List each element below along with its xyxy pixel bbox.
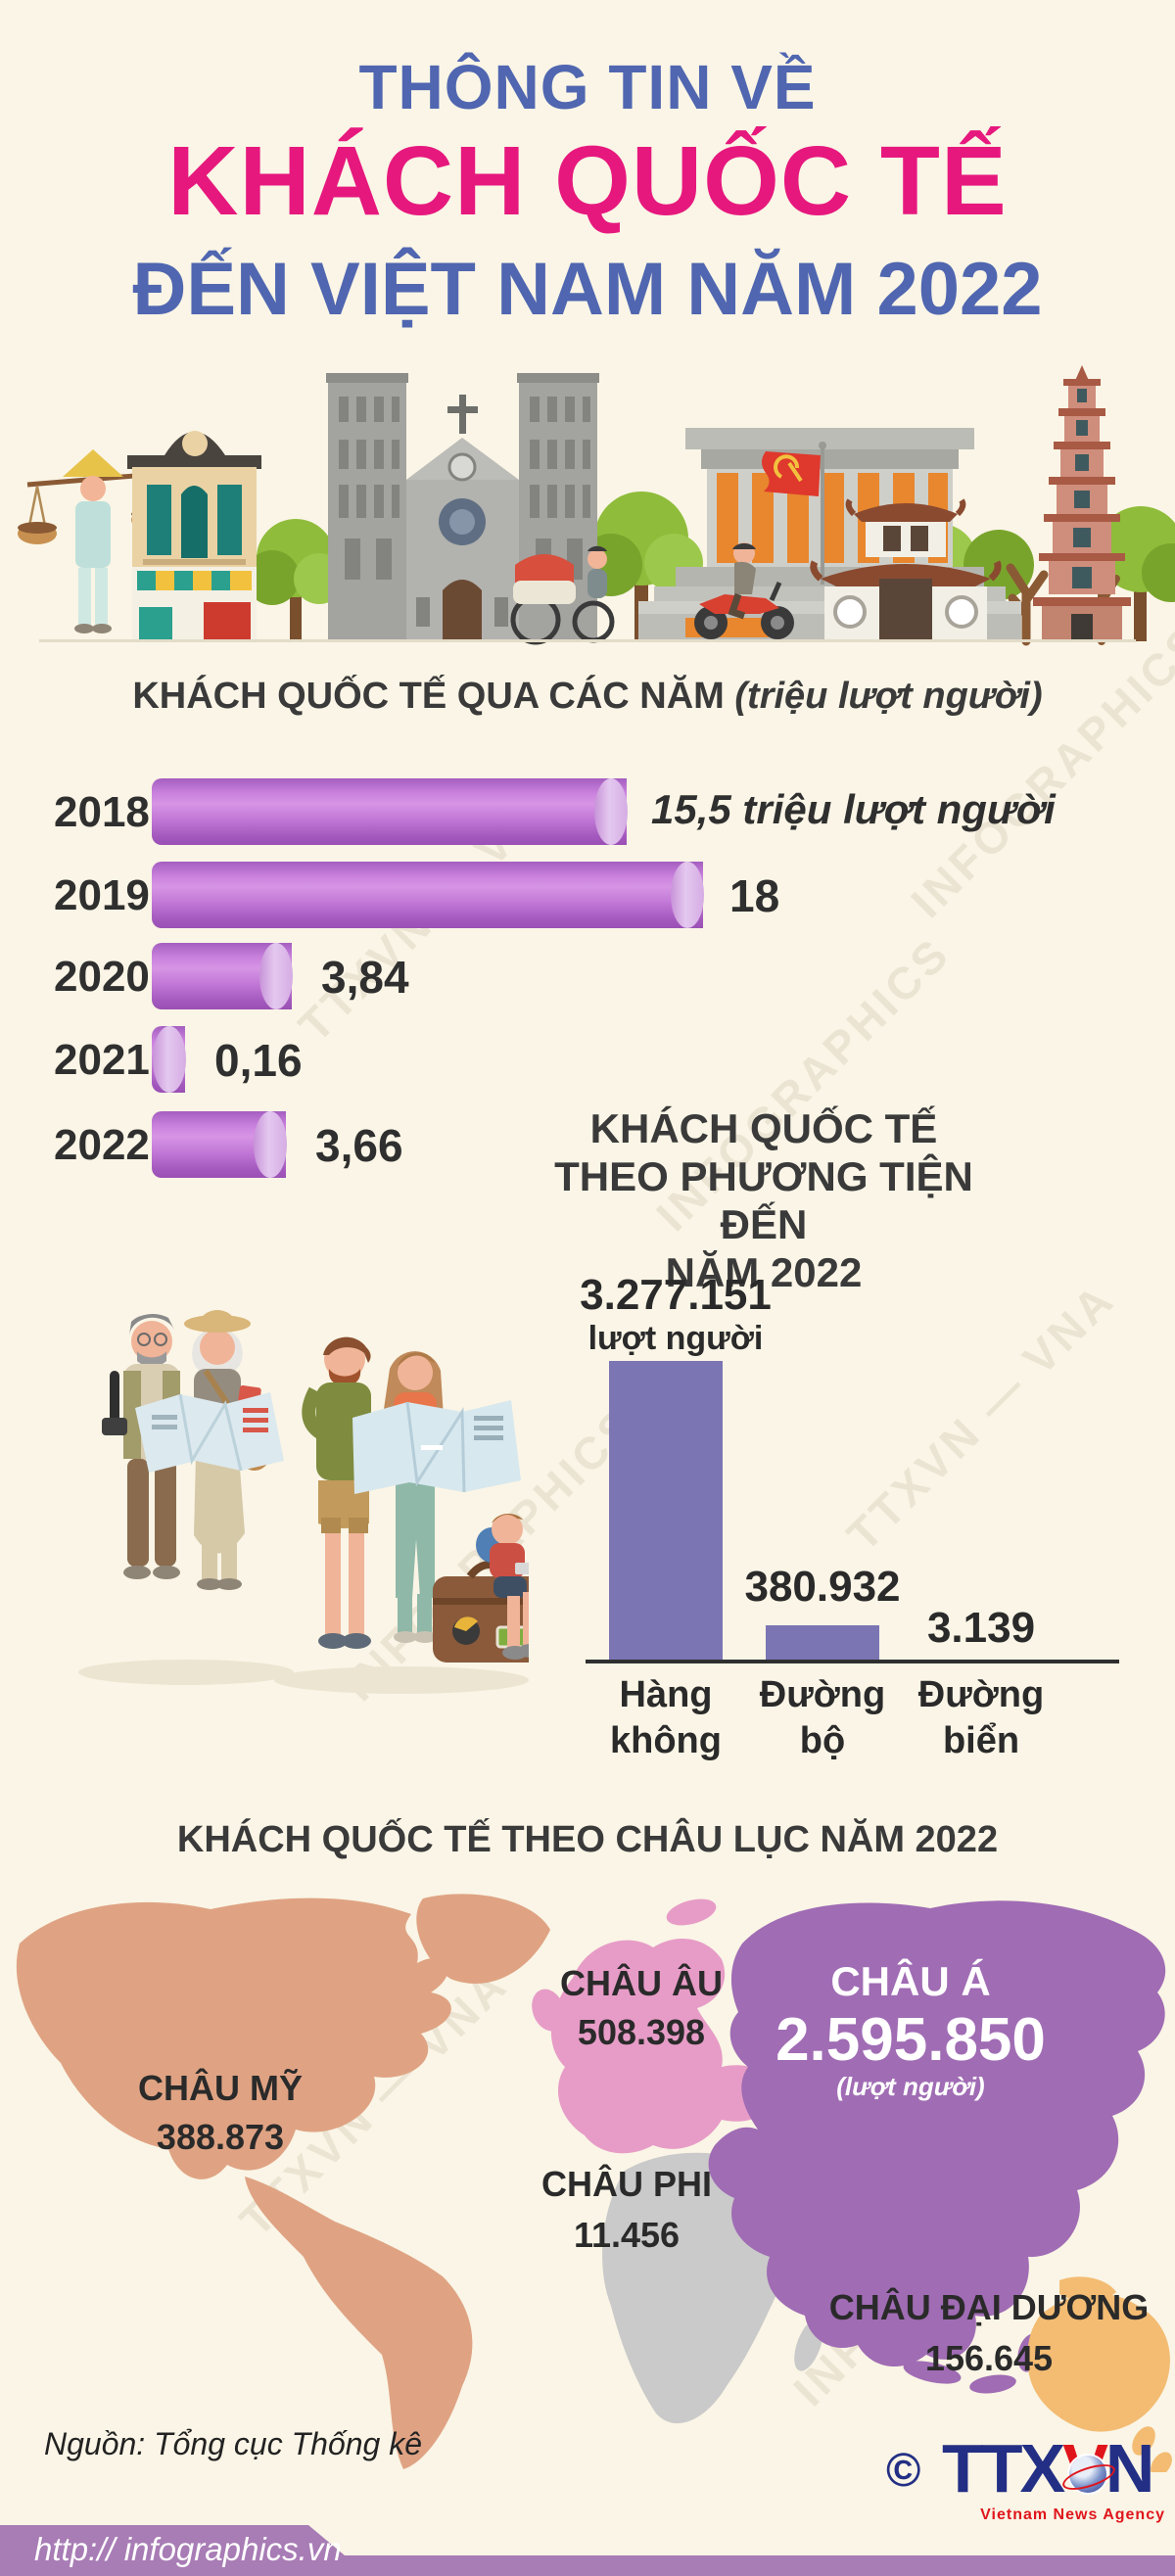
map-continent-oceania (1027, 2276, 1172, 2472)
year-label-2019: 2019 (54, 871, 150, 919)
dad-figure (302, 1336, 371, 1649)
label-oceania-name: CHÂU ĐẠI DƯƠNG (828, 2287, 1150, 2327)
vietnam-party-flag-icon (762, 442, 826, 585)
bar-cap (153, 1026, 186, 1093)
transport-chart-title: KHÁCH QUỐC TẾ THEO PHƯƠNG TIỆN ĐẾN NĂM 2… (548, 1104, 979, 1296)
cyclo-rickshaw-icon (510, 545, 615, 645)
map-continent-americas (16, 1894, 550, 2469)
watermark-text: TTXVN — VNA (836, 1273, 1125, 1561)
grandma-figure (184, 1310, 272, 1590)
temple-gate-icon (810, 498, 1002, 641)
column-road (766, 1625, 879, 1662)
bar-cap (254, 1111, 287, 1178)
vietnam-landmarks-illustration (18, 365, 1175, 646)
agency-name: Vietnam News Agency (980, 2506, 1165, 2523)
transport-value-road: 380.932 (744, 1563, 901, 1611)
bar-value-2019: 18 (729, 870, 780, 921)
cat-road-line2: bộ (799, 1720, 846, 1761)
bar-cap (594, 778, 628, 845)
map-paper-icon (135, 1392, 284, 1473)
watermark-text: INFOGRAPHICS (901, 613, 1175, 928)
label-asia-value: 2.595.850 (776, 2006, 1046, 2074)
bar-value-2022: 3,66 (315, 1120, 403, 1171)
cat-road-line1: Đường (759, 1674, 886, 1715)
bar-2020 (152, 943, 293, 1009)
bar-cap (671, 862, 704, 928)
transport-title-line3: NĂM 2022 (665, 1249, 863, 1295)
label-oceania-value: 156.645 (924, 2338, 1054, 2378)
bar-2021 (152, 1026, 186, 1093)
transport-cat-road: Đường bộ (744, 1672, 901, 1764)
transport-unit-label: lượt người (588, 1320, 764, 1357)
logo-ttx: TTX (942, 2430, 1065, 2506)
title-line-1: THÔNG TIN VỀ (358, 52, 817, 122)
yearly-chart-title: KHÁCH QUỐC TẾ QUA CÁC NĂM (triệu lượt ng… (0, 676, 1175, 718)
source-note: Nguồn: Tổng cục Thống kê (44, 2426, 423, 2461)
motorbike-icon (694, 542, 794, 639)
year-label-2020: 2020 (54, 953, 150, 1001)
cat-sea-line1: Đường (917, 1674, 1045, 1715)
bar-value-2020: 3,84 (321, 952, 409, 1003)
transport-axis (586, 1660, 1119, 1663)
label-europe-value: 508.398 (577, 2012, 706, 2052)
bar-value-2021: 0,16 (214, 1035, 303, 1086)
cat-air-line2: không (610, 1720, 722, 1761)
bar-value-2018: 15,5 triệu lượt người (651, 786, 1056, 832)
cat-air-line1: Hàng (619, 1674, 713, 1715)
label-africa-value: 11.456 (573, 2215, 681, 2255)
year-label-2018: 2018 (54, 788, 150, 836)
year-label-2022: 2022 (54, 1121, 150, 1169)
cat-sea-line2: biển (942, 1720, 1020, 1761)
pagoda-tower-icon (1033, 365, 1131, 641)
year-label-2021: 2021 (54, 1036, 150, 1084)
continent-chart-title: KHÁCH QUỐC TẾ THEO CHÂU LỤC NĂM 2022 (176, 1819, 999, 1860)
world-map (16, 1894, 1172, 2472)
label-europe-name: CHÂU ÂU (560, 1963, 723, 2003)
boy-on-suitcase-figure (433, 1514, 529, 1663)
transport-title-line1: KHÁCH QUỐC TẾ (589, 1105, 938, 1151)
bar-2018 (152, 778, 628, 845)
map-paper-icon (352, 1400, 521, 1494)
transport-value-sea: 3.139 (926, 1604, 1036, 1652)
bar-cap (259, 943, 293, 1009)
label-asia-unit-note: (lượt người) (836, 2072, 985, 2101)
copyright-symbol: © (886, 2445, 921, 2497)
map-continent-europe (532, 1898, 785, 2154)
label-americas-value: 388.873 (156, 2117, 285, 2157)
colonial-building-icon (127, 431, 261, 641)
yearly-chart-title-text: KHÁCH QUỐC TẾ QUA CÁC NĂM (132, 676, 725, 717)
map-continent-asia (708, 1900, 1166, 2394)
ttxvn-logo: TTXVN (942, 2434, 1154, 2503)
page-title: KHÁCH QUỐC TẾ (167, 126, 1008, 236)
yearly-chart-unit-note: (triệu lượt người) (734, 676, 1043, 717)
label-asia-name: CHÂU Á (830, 1958, 991, 2004)
label-africa-name: CHÂU PHI (540, 2164, 712, 2204)
column-air (609, 1361, 723, 1662)
transport-cat-sea: Đường biển (903, 1672, 1059, 1764)
title-line-3: ĐẾN VIỆT NAM NĂM 2022 (132, 248, 1043, 331)
bar-2022 (152, 1111, 287, 1178)
bar-2019 (152, 862, 704, 928)
infographics-url[interactable]: http:// infographics.vn (34, 2531, 342, 2567)
transport-title-line2: THEO PHƯƠNG TIỆN ĐẾN (554, 1153, 973, 1247)
label-americas-name: CHÂU MỸ (138, 2068, 303, 2108)
globe-icon (1069, 2456, 1106, 2493)
transport-value-air: 3.277.151 (580, 1271, 772, 1319)
tourist-family-illustration (78, 1310, 529, 1694)
transport-cat-air: Hàng không (586, 1672, 746, 1764)
